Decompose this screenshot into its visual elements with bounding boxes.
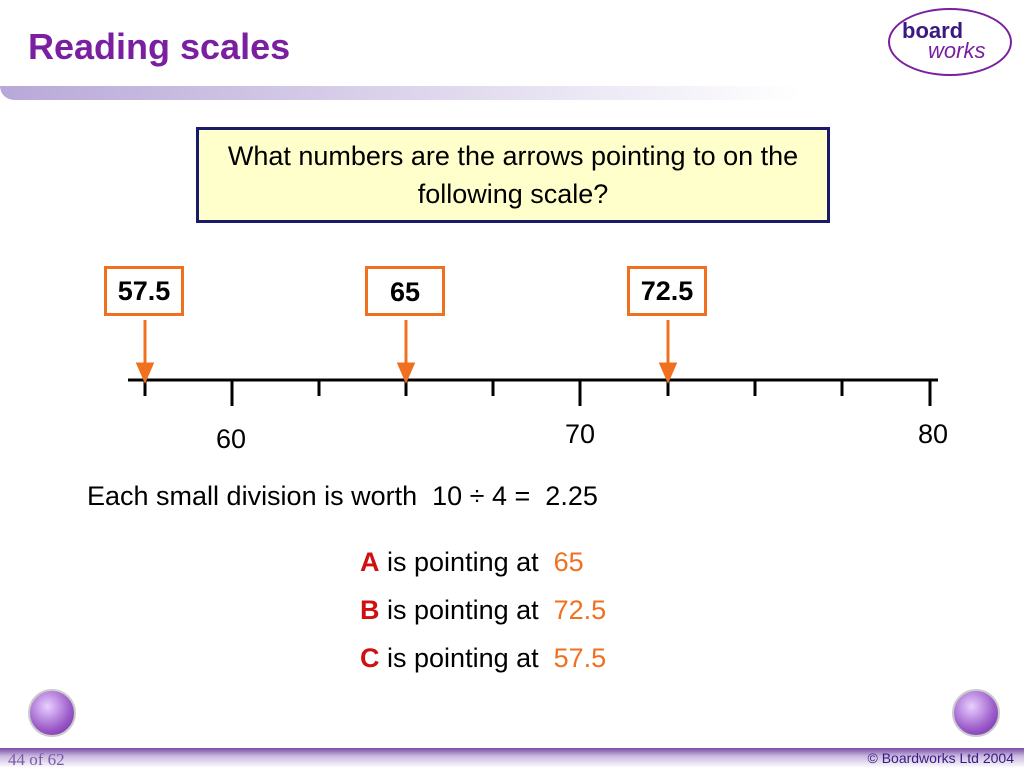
logo: board works (888, 8, 1012, 76)
title: Reading scales (28, 26, 291, 67)
explanation-text: Each small division is worth (87, 481, 418, 511)
arrow-label: 65 (365, 266, 445, 316)
arrows (135, 320, 678, 384)
answer-text: is pointing at (387, 547, 539, 577)
logo-text: board (902, 18, 964, 43)
answer-letter: C (360, 643, 380, 673)
arrow-label: 72.5 (627, 266, 707, 316)
copyright: © Boardworks Ltd 2004 (867, 750, 1014, 766)
scale-label: 80 (918, 419, 949, 449)
answer-text: is pointing at (387, 595, 539, 625)
answer: B is pointing at 72.5 (360, 586, 606, 634)
result: 2.25 (545, 481, 598, 511)
footer-bar (0, 748, 1024, 768)
scale-label: 60 (216, 424, 247, 454)
scale-ticks (143, 380, 932, 406)
answers: A is pointing at 65 B is pointing at 72.… (360, 538, 606, 682)
answer: A is pointing at 65 (360, 538, 606, 586)
page-number: 44 of 62 (8, 750, 65, 769)
answer-value: 65 (553, 547, 584, 577)
explanation: Each small division is worth 10 ÷ 4 = 2.… (87, 481, 598, 512)
answer-value: 57.5 (553, 643, 607, 673)
next-button[interactable] (952, 689, 1000, 737)
answer-letter: B (360, 595, 380, 625)
calculation: 10 ÷ 4 = (432, 481, 531, 511)
arrow-label: 57.5 (104, 266, 184, 316)
question-box: What numbers are the arrows pointing to … (196, 127, 830, 223)
answer: C is pointing at 57.5 (360, 634, 606, 682)
header-rule (0, 86, 800, 100)
answer-text: is pointing at (387, 643, 539, 673)
answer-letter: A (360, 547, 380, 577)
answer-value: 72.5 (553, 595, 607, 625)
logo-text: works (928, 38, 986, 63)
prev-button[interactable] (28, 689, 76, 737)
scale-label: 70 (565, 419, 596, 449)
